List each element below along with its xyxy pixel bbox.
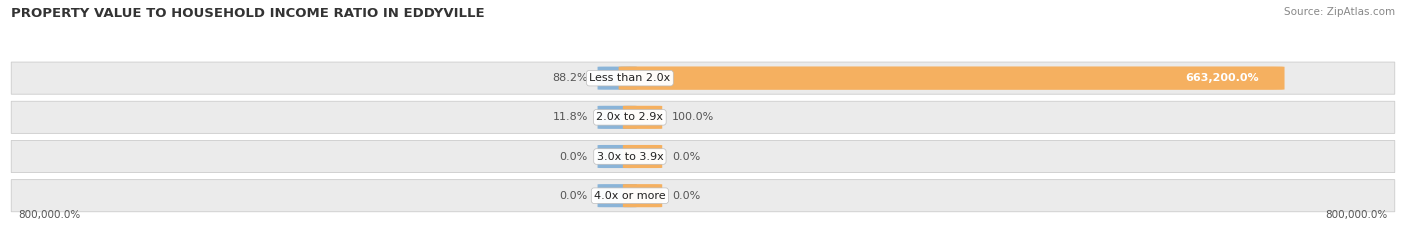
Text: 100.0%: 100.0% bbox=[672, 112, 714, 122]
FancyBboxPatch shape bbox=[11, 180, 1395, 212]
Text: 0.0%: 0.0% bbox=[560, 151, 588, 161]
Text: 0.0%: 0.0% bbox=[672, 191, 700, 201]
Text: 3.0x to 3.9x: 3.0x to 3.9x bbox=[596, 151, 664, 161]
Text: 800,000.0%: 800,000.0% bbox=[18, 210, 80, 220]
Text: 0.0%: 0.0% bbox=[560, 191, 588, 201]
FancyBboxPatch shape bbox=[598, 184, 637, 207]
Text: 4.0x or more: 4.0x or more bbox=[595, 191, 665, 201]
FancyBboxPatch shape bbox=[598, 106, 637, 129]
FancyBboxPatch shape bbox=[623, 106, 662, 129]
FancyBboxPatch shape bbox=[623, 145, 662, 168]
FancyBboxPatch shape bbox=[598, 67, 637, 90]
Text: Source: ZipAtlas.com: Source: ZipAtlas.com bbox=[1284, 7, 1395, 17]
FancyBboxPatch shape bbox=[619, 66, 1285, 90]
Text: 800,000.0%: 800,000.0% bbox=[1326, 210, 1388, 220]
Text: 11.8%: 11.8% bbox=[553, 112, 588, 122]
Text: Less than 2.0x: Less than 2.0x bbox=[589, 73, 671, 83]
Text: 2.0x to 2.9x: 2.0x to 2.9x bbox=[596, 112, 664, 122]
FancyBboxPatch shape bbox=[598, 145, 637, 168]
Text: 88.2%: 88.2% bbox=[553, 73, 588, 83]
FancyBboxPatch shape bbox=[11, 101, 1395, 133]
FancyBboxPatch shape bbox=[11, 62, 1395, 94]
FancyBboxPatch shape bbox=[623, 184, 662, 207]
Text: PROPERTY VALUE TO HOUSEHOLD INCOME RATIO IN EDDYVILLE: PROPERTY VALUE TO HOUSEHOLD INCOME RATIO… bbox=[11, 7, 485, 20]
FancyBboxPatch shape bbox=[11, 140, 1395, 172]
Text: 663,200.0%: 663,200.0% bbox=[1185, 73, 1260, 83]
Text: 0.0%: 0.0% bbox=[672, 151, 700, 161]
